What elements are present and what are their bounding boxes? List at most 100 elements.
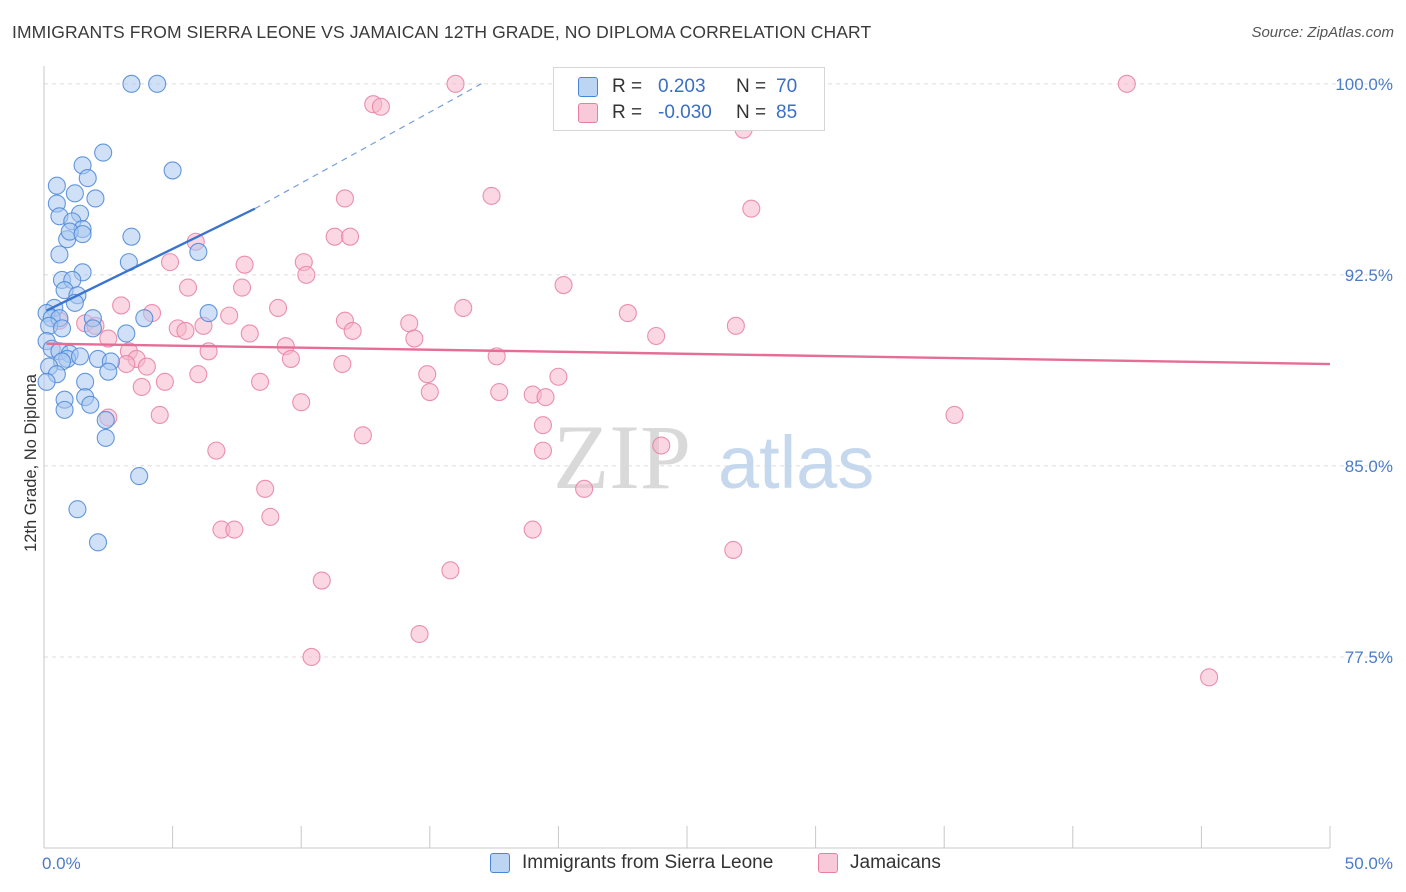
- legend-n-value: 70: [776, 76, 798, 97]
- y-tick-label: 77.5%: [1345, 648, 1393, 667]
- jamaican-point: [99, 329, 118, 348]
- jamaican-point: [341, 227, 360, 246]
- jamaican-point: [1117, 74, 1136, 93]
- sierra-leone-point: [96, 428, 115, 447]
- bottom-legend-sierra-leone: Immigrants from Sierra Leone: [490, 852, 773, 874]
- jamaican-point: [945, 405, 964, 425]
- sierra-leone-point: [73, 225, 92, 244]
- jamaican-point: [137, 357, 156, 376]
- jamaican-point: [371, 97, 390, 116]
- jamaican-point: [333, 354, 352, 374]
- jamaican-point: [490, 382, 509, 402]
- bottom-legend-label: Immigrants from Sierra Leone: [522, 852, 774, 873]
- jamaican-point: [312, 571, 331, 590]
- jamaican-point: [220, 306, 239, 325]
- jamaican-point: [176, 321, 195, 340]
- jamaican-point: [335, 189, 354, 208]
- sierra-leone-point: [47, 176, 66, 195]
- sierra-leone-point: [148, 74, 167, 93]
- jamaican-point: [302, 647, 321, 667]
- jamaican-point: [155, 372, 174, 391]
- sierra-leone-point: [88, 533, 108, 552]
- sierra-leone-point: [163, 161, 182, 180]
- jamaican-point: [207, 441, 226, 460]
- sierra-leone-point: [70, 347, 90, 366]
- bottom-legend-swatch-pink: [818, 853, 838, 873]
- legend-r-label: R =: [612, 102, 643, 123]
- sierra-leone-point: [122, 227, 141, 246]
- sierra-leone-point: [96, 411, 115, 430]
- sierra-leone-point: [99, 362, 118, 381]
- sierra-leone-point: [65, 184, 84, 203]
- x-tick-label: 50.0%: [1345, 854, 1393, 873]
- sierra-leone-point: [50, 245, 69, 264]
- source-label: Source: ZipAtlas.com: [1251, 24, 1394, 41]
- jamaican-point: [178, 278, 198, 297]
- sierra-leone-point: [94, 143, 113, 162]
- sierra-leone-point: [83, 319, 102, 338]
- trendlines: [46, 83, 1331, 366]
- bottom-legend-label: Jamaicans: [850, 852, 941, 873]
- sierra-leone-point: [78, 169, 97, 188]
- jamaican-point: [235, 255, 254, 274]
- sierra-leone-point: [189, 242, 208, 261]
- jamaicans-trendline: [46, 342, 1331, 366]
- jamaican-point: [261, 507, 280, 526]
- jamaican-point: [405, 329, 424, 348]
- jamaicans-points: [50, 74, 1219, 687]
- axes: [43, 66, 1331, 849]
- jamaican-point: [400, 314, 419, 333]
- jamaican-point: [487, 347, 506, 366]
- jamaican-point: [240, 324, 259, 343]
- jamaican-point: [420, 382, 439, 402]
- jamaican-point: [441, 561, 460, 580]
- jamaican-point: [297, 265, 316, 284]
- legend-n-value: 85: [776, 102, 798, 123]
- jamaican-point: [533, 416, 553, 435]
- jamaican-point: [482, 186, 501, 205]
- legend-box: R = 0.203 N = 70 R = -0.030 N = 85: [553, 67, 825, 131]
- jamaican-point: [618, 304, 637, 323]
- jamaican-point: [325, 227, 344, 246]
- legend-row-sierra-leone: R = 0.203 N = 70: [578, 74, 797, 100]
- watermark-atlas: atlas: [718, 421, 874, 504]
- jamaican-point: [533, 441, 553, 460]
- jamaican-point: [446, 74, 465, 93]
- watermark: ZIP atlas: [553, 406, 874, 508]
- gridlines: [44, 83, 1392, 658]
- legend-row-jamaicans: R = -0.030 N = 85: [578, 100, 797, 126]
- jamaican-point: [410, 624, 429, 644]
- legend-r-label: R =: [612, 76, 643, 97]
- jamaican-point: [724, 540, 743, 560]
- jamaican-point: [418, 365, 437, 384]
- jamaican-point: [117, 354, 136, 374]
- sierra-leone-point: [81, 395, 100, 414]
- jamaican-point: [454, 298, 473, 318]
- y-tick-label: 100.0%: [1335, 75, 1393, 94]
- legend-swatch-blue: [578, 77, 598, 97]
- sierra-leone-trendline: [46, 207, 256, 312]
- jamaican-point: [132, 377, 151, 397]
- jamaican-point: [1200, 668, 1219, 687]
- jamaican-point: [549, 367, 568, 386]
- sierra-leone-point: [37, 372, 56, 391]
- jamaican-point: [523, 520, 542, 539]
- jamaican-point: [225, 520, 244, 539]
- chart-title: IMMIGRANTS FROM SIERRA LEONE VS JAMAICAN…: [12, 22, 872, 42]
- jamaican-point: [256, 479, 275, 498]
- bottom-legend-jamaicans: Jamaicans: [818, 852, 941, 874]
- jamaican-point: [160, 253, 180, 272]
- sierra-leone-point: [86, 189, 105, 208]
- y-tick-label: 85.0%: [1345, 457, 1393, 476]
- y-axis-label: 12th Grade, No Diploma: [22, 373, 40, 552]
- sierra-leone-point: [55, 400, 74, 419]
- jamaican-point: [652, 436, 671, 455]
- sierra-leone-point: [52, 319, 72, 338]
- jamaican-point: [269, 298, 288, 318]
- jamaican-point: [292, 393, 311, 412]
- x-tick-label: 0.0%: [42, 854, 81, 873]
- sierra-leone-point: [117, 324, 136, 343]
- sierra-leone-point: [135, 309, 154, 328]
- jamaican-point: [647, 326, 666, 346]
